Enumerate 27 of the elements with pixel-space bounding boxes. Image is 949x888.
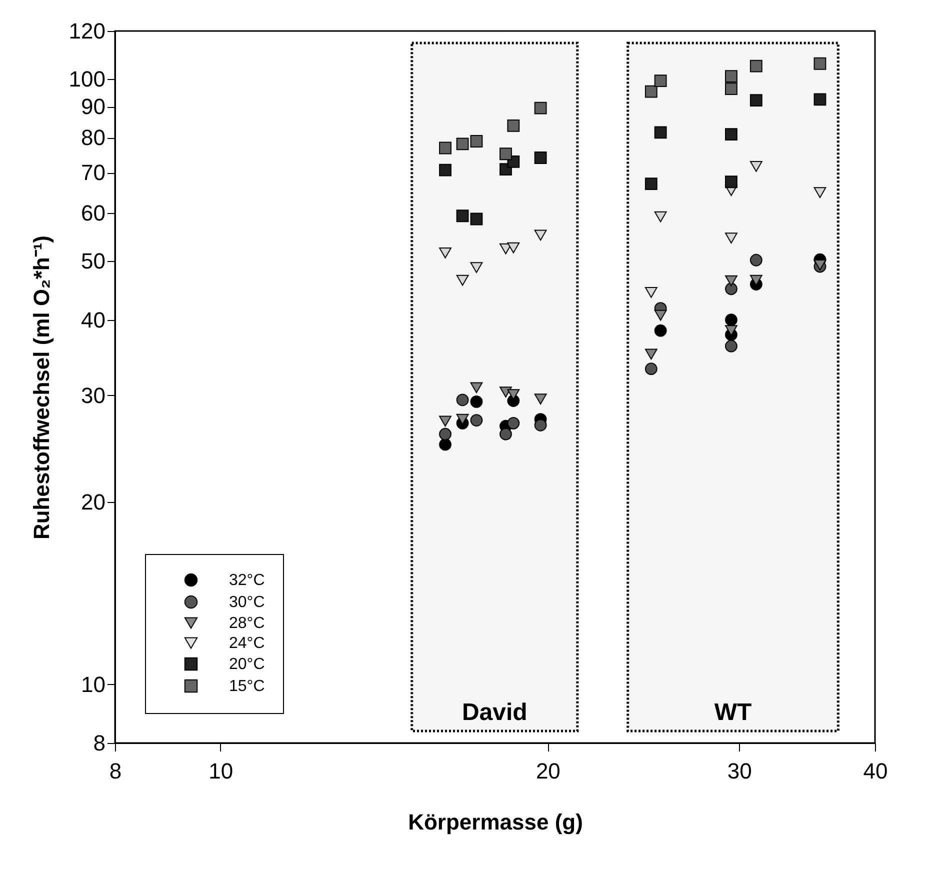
y-tick-label: 100: [68, 66, 106, 92]
y-axis-title: Ruhestoffwechsel (ml O₂*h⁻¹): [28, 235, 54, 540]
x-tick-label: 30: [727, 758, 752, 784]
legend-label: 24°C: [229, 635, 265, 652]
y-tick-label: 40: [81, 307, 106, 332]
y-tick-label: 50: [81, 248, 106, 274]
legend-label: 15°C: [229, 678, 265, 695]
y-tick-label: 30: [81, 382, 106, 408]
y-tick-label: 70: [81, 160, 106, 186]
y-tick-label: 10: [81, 672, 106, 697]
y-tick-label: 8: [93, 730, 106, 756]
y-tick-label: 20: [81, 490, 106, 515]
x-tick-label: 8: [109, 758, 122, 784]
y-tick-label: 60: [81, 200, 106, 226]
legend-label: 20°C: [229, 656, 265, 673]
x-tick-label: 10: [208, 758, 234, 784]
x-tick-label: 20: [536, 758, 560, 784]
legend-label: 28°C: [229, 615, 265, 632]
legend-label: 30°C: [229, 594, 265, 611]
legend-label: 32°C: [229, 572, 265, 589]
band-label: David: [462, 699, 528, 726]
x-axis-title: Körpermasse (g): [408, 810, 583, 834]
y-tick-label: 120: [68, 18, 106, 44]
x-tick-label: 40: [863, 758, 888, 784]
y-tick-label: 90: [81, 94, 106, 120]
band-label: WT: [714, 699, 752, 726]
y-tick-label: 80: [81, 125, 106, 150]
